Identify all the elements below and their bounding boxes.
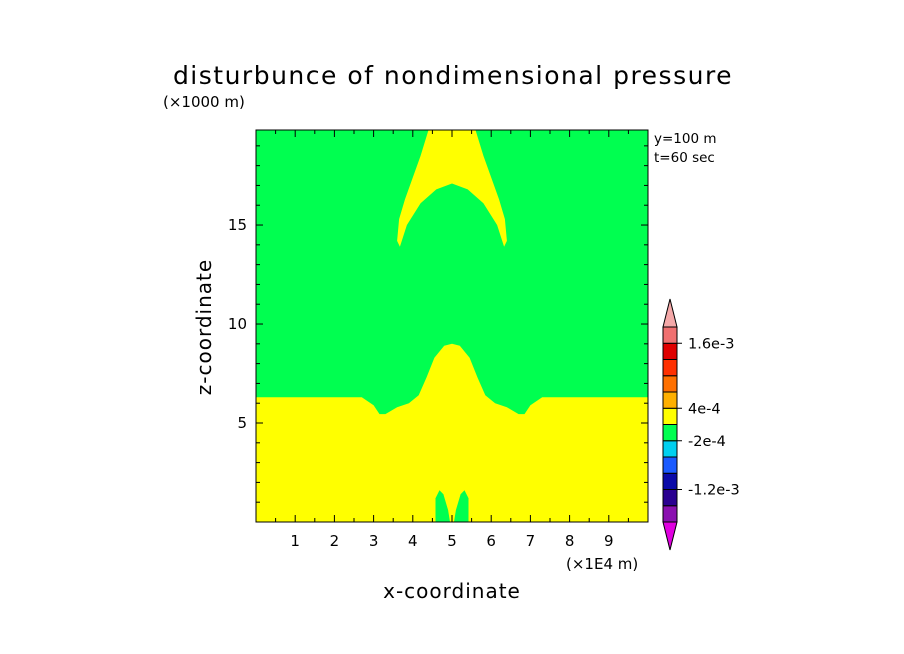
y-unit-label: (×1000 m) xyxy=(163,93,245,111)
colorbar-swatch xyxy=(662,505,678,523)
x-axis-label: x-coordinate xyxy=(383,579,521,603)
colorbar-label: 1.6e-3 xyxy=(688,336,734,352)
colorbar-arrow-high xyxy=(662,298,678,328)
colorbar-label: -2e-4 xyxy=(688,434,726,450)
y-tick-label: 10 xyxy=(228,315,247,333)
colorbar-swatch xyxy=(662,489,678,507)
y-tick-label: 5 xyxy=(237,414,247,432)
colorbar-swatch xyxy=(662,407,678,425)
chart-title: disturbunce of nondimensional pressure xyxy=(173,61,733,90)
colorbar-swatch xyxy=(662,326,678,344)
colorbar-swatch xyxy=(662,375,678,393)
colorbar-swatch xyxy=(662,424,678,442)
x-tick-label: 6 xyxy=(486,532,496,550)
annotation-y: y=100 m xyxy=(654,131,717,147)
colorbar-swatch xyxy=(662,342,678,360)
colorbar-label: 4e-4 xyxy=(688,401,721,417)
plot-area xyxy=(255,129,649,523)
bottom-column-right xyxy=(454,490,469,522)
y-axis-label: z-coordinate xyxy=(192,259,216,395)
x-tick-label: 7 xyxy=(526,532,536,550)
x-tick-label: 2 xyxy=(330,532,340,550)
colorbar-swatch xyxy=(662,472,678,490)
x-unit-label: (×1E4 m) xyxy=(566,555,638,573)
colorbar-swatch xyxy=(662,456,678,474)
colorbar-swatch xyxy=(662,440,678,458)
x-tick-label: 1 xyxy=(290,532,300,550)
colorbar-arrow-low xyxy=(662,521,678,551)
upper-arch-region xyxy=(397,130,507,247)
colorbar-swatch xyxy=(662,359,678,377)
colorbar: -1.2e-3 -2e-4 4e-4 1.6e-3 xyxy=(662,298,740,551)
x-tick-label: 3 xyxy=(369,532,379,550)
x-tick-label: 5 xyxy=(447,532,457,550)
annotation-t: t=60 sec xyxy=(654,150,715,166)
colorbar-swatch xyxy=(662,391,678,409)
colorbar-label: -1.2e-3 xyxy=(688,483,740,499)
x-tick-label: 8 xyxy=(565,532,575,550)
lower-positive-region xyxy=(256,343,648,522)
y-tick-label: 15 xyxy=(228,216,247,234)
y-axis: 5 10 15 xyxy=(228,145,648,523)
x-tick-label: 4 xyxy=(408,532,418,550)
x-tick-label: 9 xyxy=(604,532,614,550)
x-axis: 1 2 3 4 5 6 7 8 9 xyxy=(255,130,649,550)
bottom-column-left xyxy=(435,490,450,522)
